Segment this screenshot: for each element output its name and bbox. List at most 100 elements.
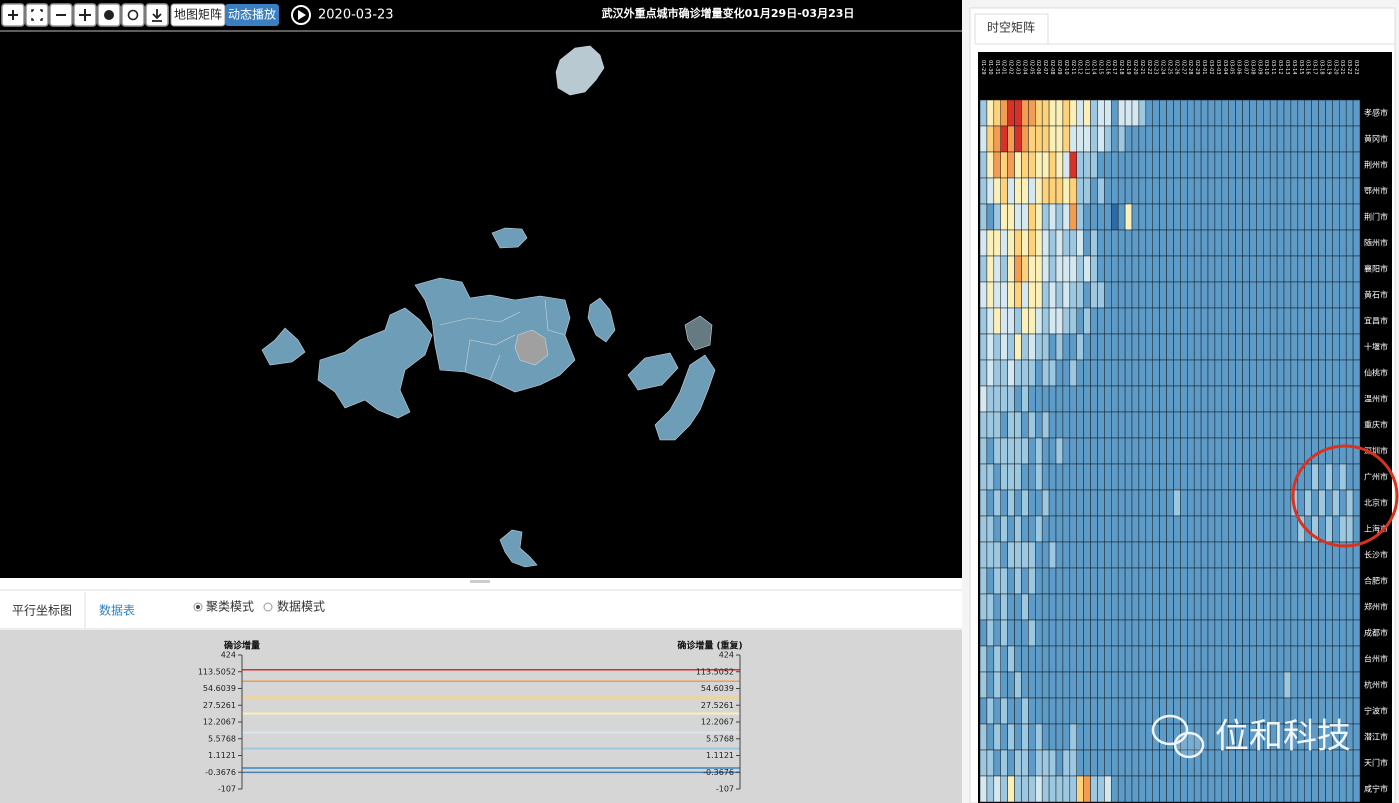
- heat-cell: [1028, 177, 1036, 205]
- heat-cell: [1242, 671, 1250, 699]
- right-tab[interactable]: [974, 13, 1049, 44]
- mode-data[interactable]: 数据模式: [277, 599, 325, 614]
- play-mode-label[interactable]: 动态播放: [228, 7, 276, 22]
- heat-cell: [1152, 619, 1160, 647]
- heat-cell: [1352, 749, 1361, 777]
- heat-cell: [986, 619, 995, 647]
- heat-cell: [1276, 541, 1285, 569]
- heat-cell: [1193, 333, 1202, 361]
- heat-cell: [1339, 593, 1347, 621]
- region[interactable]: [587, 297, 616, 343]
- heat-cell: [1242, 99, 1250, 127]
- fit-button[interactable]: [25, 3, 49, 27]
- heat-cell: [993, 567, 1001, 595]
- heat-cell: [1138, 619, 1147, 647]
- heat-cell: [1014, 151, 1022, 179]
- heat-cell: [1083, 619, 1091, 647]
- heat-cell: [1290, 775, 1299, 803]
- heat-cell: [1228, 411, 1236, 439]
- heat-cell: [1193, 437, 1202, 465]
- heat-cell: [1187, 463, 1195, 491]
- heat-cell: [1193, 515, 1202, 543]
- heat-cell: [1041, 541, 1050, 569]
- heat-cell: [1152, 749, 1160, 777]
- heat-cell: [993, 541, 1001, 569]
- heat-cell: [1083, 437, 1091, 465]
- play-mode-button[interactable]: [225, 4, 279, 26]
- heat-cell: [1290, 203, 1299, 231]
- heat-cell: [1138, 255, 1147, 283]
- heat-cell: [1021, 229, 1029, 257]
- heat-cell: [1111, 281, 1119, 309]
- heat-cell: [1187, 775, 1195, 803]
- heat-cell: [1187, 255, 1195, 283]
- heat-cell: [1187, 151, 1195, 179]
- heat-cell: [1276, 99, 1285, 127]
- region[interactable]: [491, 227, 528, 249]
- heat-cell: [1090, 385, 1098, 413]
- heat-cell: [1339, 411, 1347, 439]
- heat-cell: [986, 697, 995, 725]
- tab-table[interactable]: 数据表: [99, 603, 135, 618]
- heat-cell: [1145, 411, 1153, 439]
- heat-cell: [1055, 775, 1064, 803]
- region[interactable]: [684, 315, 713, 351]
- heat-cell: [1318, 255, 1326, 283]
- heat-cell: [1124, 697, 1133, 725]
- heat-cell: [1200, 125, 1209, 153]
- heat-cell: [1000, 151, 1008, 179]
- mode-cluster[interactable]: 聚类模式: [206, 600, 254, 614]
- heat-cell: [1055, 333, 1064, 361]
- heat-cell: [1062, 463, 1071, 491]
- heat-cell: [1276, 775, 1285, 803]
- radio-data[interactable]: [263, 602, 273, 612]
- heat-cell: [1097, 671, 1105, 699]
- heat-cell: [1193, 125, 1202, 153]
- map-matrix-label[interactable]: 地图矩阵: [174, 8, 222, 22]
- heat-cell: [1055, 489, 1064, 517]
- heat-cell: [1138, 515, 1147, 543]
- region[interactable]: [514, 329, 549, 366]
- heat-cell: [993, 411, 1001, 439]
- heat-cell: [1124, 619, 1133, 647]
- heat-cell: [1007, 749, 1015, 777]
- heat-cell: [1131, 697, 1140, 725]
- region[interactable]: [317, 307, 433, 419]
- heat-cell: [1345, 775, 1354, 803]
- heat-cell: [1242, 203, 1250, 231]
- play-icon[interactable]: [291, 5, 311, 25]
- region[interactable]: [627, 352, 679, 391]
- heat-cell: [1207, 411, 1216, 439]
- heat-cell: [1152, 177, 1160, 205]
- heat-cell: [1187, 541, 1195, 569]
- region[interactable]: [654, 354, 716, 441]
- heat-cell: [1117, 567, 1126, 595]
- heat-cell: [1124, 307, 1133, 335]
- select-button[interactable]: [121, 3, 145, 27]
- heat-cell: [1166, 671, 1174, 699]
- right-tab-label[interactable]: 时空矩阵: [987, 21, 1035, 35]
- heat-cell: [1124, 359, 1133, 387]
- row-label: 宜昌市: [1364, 316, 1388, 326]
- heat-cell: [1124, 645, 1133, 673]
- heat-cell: [1276, 463, 1285, 491]
- heat-cell: [1207, 255, 1216, 283]
- heat-cell: [1276, 645, 1285, 673]
- column-label: 01-31: [994, 60, 1000, 75]
- heat-cell: [1076, 645, 1084, 673]
- column-label: 03-10: [1263, 60, 1269, 75]
- heat-cell: [1193, 281, 1202, 309]
- heat-cell: [1325, 437, 1333, 465]
- heat-cell: [1283, 671, 1292, 699]
- heat-cell: [1283, 489, 1292, 517]
- region[interactable]: [261, 327, 306, 366]
- tab-parallel[interactable]: 平行坐标图: [12, 604, 72, 618]
- splitter-handle[interactable]: [470, 580, 490, 583]
- region[interactable]: [499, 529, 538, 568]
- heat-cell: [1069, 437, 1077, 465]
- heat-cell: [986, 671, 995, 699]
- heat-cell: [1000, 203, 1008, 231]
- heat-cell: [1069, 645, 1077, 673]
- region[interactable]: [555, 45, 605, 96]
- column-label: 03-12: [1277, 60, 1283, 75]
